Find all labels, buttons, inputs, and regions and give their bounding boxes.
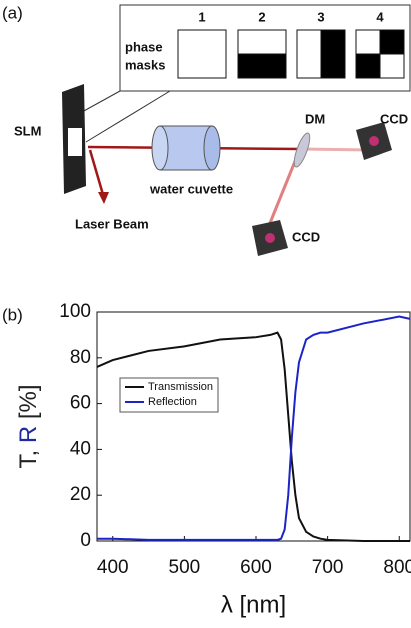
y-tick-label: 40 [70, 438, 91, 459]
panel-label: (a) [2, 3, 23, 22]
cuvette-end [152, 126, 168, 170]
x-tick-label: 500 [169, 557, 201, 578]
arrow [98, 192, 109, 204]
y-axis-label-part: [%] [15, 384, 42, 425]
y-tick-label: 0 [80, 530, 91, 551]
x-tick-label: 700 [312, 557, 344, 578]
ccd-sensor [265, 233, 275, 243]
x-tick-label: 400 [97, 557, 129, 578]
y-axis-label-part: T, [15, 443, 42, 468]
ccd-label: CCD [380, 111, 408, 126]
y-axis-label: T, R [%] [15, 384, 42, 468]
mask-number: 4 [376, 9, 384, 24]
series-line [97, 333, 410, 541]
mask-caption: phase [125, 39, 163, 54]
mask-number: 2 [258, 9, 265, 24]
legend-label: Reflection [148, 396, 197, 408]
panel-label: (b) [2, 305, 23, 324]
callout [82, 91, 120, 112]
y-axis-label-part: R [15, 426, 42, 443]
cuvette-end [204, 126, 220, 170]
ccd-label: CCD [292, 229, 320, 244]
chart: 0 20 40 60 80 100 400 500 600 700 800 λ [nm] T, R [%… [15, 301, 411, 618]
y-tick-label: 60 [70, 393, 91, 414]
laser-label: Laser Beam [75, 216, 149, 231]
mask-caption: masks [125, 57, 165, 72]
y-tick-label: 100 [59, 301, 91, 322]
cuvette-label: water cuvette [149, 181, 233, 196]
x-axis-label: λ [nm] [221, 591, 286, 618]
slm-label: SLM [14, 123, 41, 138]
figure: (a) phase masks 1 2 3 4 SLM water cuvett… [0, 0, 411, 623]
x-tick-label: 600 [240, 557, 272, 578]
mask-number: 3 [317, 9, 324, 24]
x-tick-label: 800 [383, 557, 411, 578]
y-tick-label: 20 [70, 484, 91, 505]
dm-label: DM [305, 111, 325, 126]
ccd-sensor [369, 136, 379, 146]
legend-label: Transmission [148, 381, 213, 393]
mask-number: 1 [198, 9, 205, 24]
laser-input [90, 150, 104, 198]
plot-frame [97, 312, 410, 541]
series-line [97, 317, 410, 540]
y-tick-label: 80 [70, 347, 91, 368]
slm-window [68, 128, 82, 156]
